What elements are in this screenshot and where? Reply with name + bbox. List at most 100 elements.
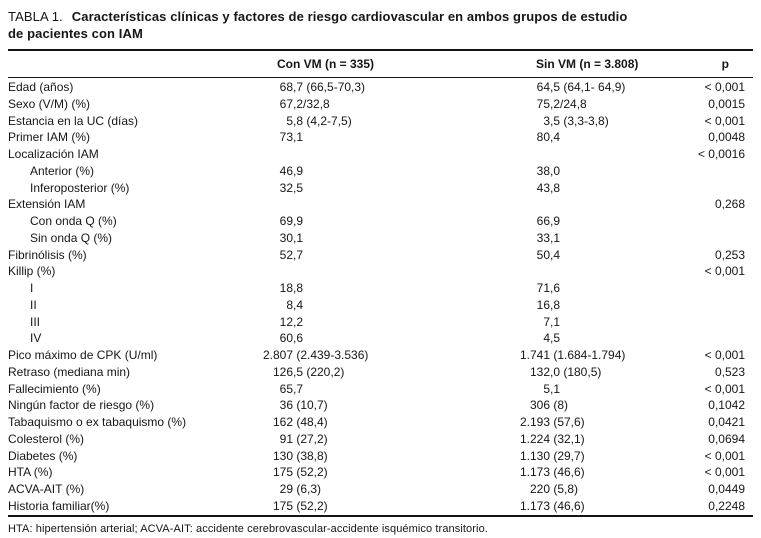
table-row: Ningún factor de riesgo (%) 36 (10,7) 306 … — [8, 397, 753, 414]
cell-p-value — [665, 180, 753, 197]
cell-p-value: < 0,001 — [704, 348, 745, 362]
cell-p-value — [665, 280, 753, 297]
cell-p-value: < 0,001 — [704, 381, 745, 396]
cell-con-vm: 130 (38,8) — [272, 448, 328, 463]
cell-sin-vm: 1.741 (1.684-1.794) — [519, 348, 626, 362]
cell-sin-vm: 75,2/24,8 — [536, 96, 587, 111]
table-row: Estancia en la UC (días) 5,8 (4,2-7,5) 3,5… — [8, 113, 753, 130]
row-label: Killip (%) — [8, 264, 56, 279]
cell-con-vm: 18,8 — [279, 281, 304, 295]
row-label: Diabetes (%) — [8, 448, 78, 463]
table-row: Pico máximo de CPK (U/ml) 2.807 (2.439-3.… — [8, 347, 753, 364]
cell-p-value — [665, 297, 753, 314]
cell-p-value — [665, 330, 753, 347]
cell-sin-vm — [505, 263, 665, 280]
cell-con-vm: 52,7 — [279, 247, 304, 262]
cell-sin-vm: 5,1 — [543, 381, 561, 396]
table-title-line2: de pacientes con IAM — [8, 26, 143, 41]
cell-p-value: < 0,0016 — [697, 147, 745, 161]
table-row: Colesterol (%) 91 (27,2) 1.224 (32,1) 0,069… — [8, 431, 753, 448]
table-number-label: TABLA 1. — [8, 9, 63, 24]
table-row: IV 60,6 4,5 — [8, 330, 753, 347]
cell-p-value: < 0,001 — [704, 448, 745, 463]
cell-p-value — [665, 230, 753, 247]
table-row: Historia familiar(%) 175 (52,2) 1.173 (46,… — [8, 498, 753, 515]
cell-sin-vm: 38,0 — [536, 163, 561, 178]
row-label: IV — [30, 331, 42, 346]
cell-sin-vm: 1.173 (46,6) — [519, 465, 585, 480]
row-label: Fallecimiento (%) — [8, 381, 101, 396]
cell-con-vm: 175 (52,2) — [272, 465, 328, 480]
row-label: Inferoposterior (%) — [30, 180, 130, 195]
cell-sin-vm: 33,1 — [536, 230, 561, 245]
cell-p-value — [665, 163, 753, 180]
table-header-row: Con VM (n = 335) Sin VM (n = 3.808) p — [8, 51, 753, 78]
header-con-vm: Con VM (n = 335) — [277, 57, 375, 71]
cell-con-vm: 46,9 — [279, 163, 304, 178]
row-label: Pico máximo de CPK (U/ml) — [8, 348, 158, 362]
table-row: Anterior (%) 46,9 38,0 — [8, 163, 753, 180]
table-title: TABLA 1. Características clínicas y facto… — [8, 8, 753, 42]
row-label: Extensión IAM — [8, 197, 86, 212]
row-label: III — [30, 314, 41, 329]
table-row: III 12,2 7,1 — [8, 314, 753, 331]
row-label: Retraso (mediana min) — [8, 364, 131, 379]
header-p-value: p — [721, 57, 729, 71]
cell-con-vm — [255, 146, 505, 163]
cell-con-vm: 2.807 (2.439-3.536) — [262, 348, 369, 362]
cell-p-value: 0,0449 — [708, 482, 745, 496]
cell-sin-vm: 43,8 — [536, 180, 561, 195]
cell-sin-vm — [505, 146, 665, 163]
table-row: Localización IAM < 0,0016 — [8, 146, 753, 163]
cell-con-vm: 73,1 — [279, 130, 304, 145]
cell-sin-vm: 4,5 — [543, 331, 561, 346]
cell-con-vm: 91 (27,2) — [279, 431, 328, 446]
cell-p-value: < 0,001 — [704, 113, 745, 128]
row-label: Anterior (%) — [30, 163, 95, 178]
cell-con-vm: 69,9 — [279, 214, 304, 228]
cell-con-vm: 65,7 — [279, 381, 304, 396]
cell-con-vm — [255, 263, 505, 280]
cell-con-vm: 67,2/32,8 — [279, 96, 330, 111]
table-row: Diabetes (%) 130 (38,8) 1.130 (29,7) < 0,00… — [8, 448, 753, 465]
cell-p-value: 0,523 — [714, 364, 745, 379]
cell-sin-vm: 1.130 (29,7) — [519, 448, 585, 463]
cell-con-vm: 175 (52,2) — [272, 498, 328, 513]
cell-sin-vm: 2.193 (57,6) — [519, 415, 585, 429]
row-label: Estancia en la UC (días) — [8, 113, 139, 128]
row-label: Colesterol (%) — [8, 431, 85, 446]
row-label: Ningún factor de riesgo (%) — [8, 398, 155, 413]
cell-p-value: 0,1042 — [708, 398, 745, 413]
table-body: Edad (años) 68,7 (66,5-70,3) 64,5 (64,1- 6… — [8, 78, 753, 515]
cell-con-vm — [255, 196, 505, 213]
table-row: Sin onda Q (%) 30,1 33,1 — [8, 230, 753, 247]
cell-sin-vm: 50,4 — [536, 247, 561, 262]
table-row: I 18,8 71,6 — [8, 280, 753, 297]
cell-p-value: < 0,001 — [704, 80, 745, 94]
cell-p-value: 0,268 — [714, 197, 745, 212]
table-row: Edad (años) 68,7 (66,5-70,3) 64,5 (64,1- 6… — [8, 79, 753, 96]
row-label: Localización IAM — [8, 147, 99, 161]
cell-p-value — [665, 213, 753, 230]
table-row: Primer IAM (%) 73,1 80,4 0,0048 — [8, 129, 753, 146]
cell-con-vm: 32,5 — [279, 180, 304, 195]
cell-p-value: 0,0421 — [708, 415, 745, 429]
row-label: Sin onda Q (%) — [30, 230, 113, 245]
cell-sin-vm: 7,1 — [543, 314, 561, 329]
cell-con-vm: 5,8 (4,2-7,5) — [286, 113, 352, 128]
table-row: Killip (%) < 0,001 — [8, 263, 753, 280]
table-row: Inferoposterior (%) 32,5 43,8 — [8, 180, 753, 197]
row-label: Edad (años) — [8, 80, 74, 94]
footer-divider — [8, 514, 753, 517]
cell-con-vm: 8,4 — [286, 297, 304, 312]
cell-sin-vm: 66,9 — [536, 214, 561, 228]
row-label: Historia familiar(%) — [8, 498, 110, 513]
cell-p-value — [665, 314, 753, 331]
row-label: Tabaquismo o ex tabaquismo (%) — [8, 415, 187, 429]
cell-sin-vm: 64,5 (64,1- 64,9) — [536, 80, 626, 94]
row-label: HTA (%) — [8, 465, 53, 480]
cell-sin-vm — [505, 196, 665, 213]
cell-sin-vm: 3,5 (3,3-3,8) — [543, 113, 609, 128]
table-title-line1: TABLA 1. Características clínicas y facto… — [8, 8, 753, 25]
cell-p-value: 0,253 — [714, 247, 745, 262]
